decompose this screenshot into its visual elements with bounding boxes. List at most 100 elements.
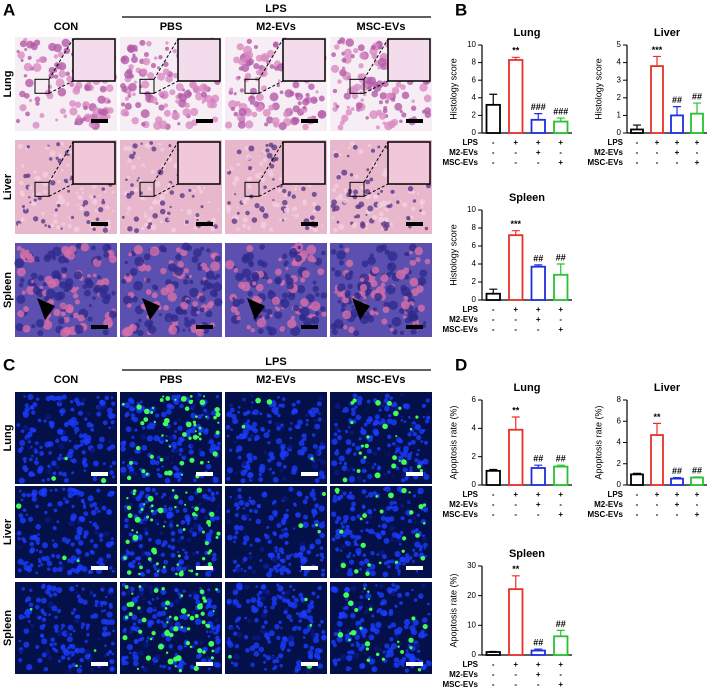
texture-dot <box>98 195 100 197</box>
green-dot <box>164 471 168 475</box>
texture-dot <box>337 658 340 661</box>
micrograph <box>15 392 117 484</box>
texture-dot <box>314 419 318 423</box>
bar <box>554 275 568 300</box>
texture-dot <box>233 560 237 564</box>
texture-dot <box>128 92 132 96</box>
texture-dot <box>265 534 270 539</box>
green-dot <box>122 403 125 406</box>
texture-dot <box>197 414 202 419</box>
texture-dot <box>86 633 89 636</box>
texture-dot <box>321 251 326 256</box>
y-tick-label: 8 <box>472 58 477 67</box>
texture-dot <box>56 225 60 229</box>
texture-dot <box>213 292 218 297</box>
texture-dot <box>235 472 237 474</box>
texture-dot <box>133 655 139 661</box>
texture-dot <box>103 531 109 537</box>
texture-dot <box>237 43 244 50</box>
texture-dot <box>404 420 407 423</box>
texture-dot <box>16 295 25 304</box>
green-dot <box>127 506 131 510</box>
texture-dot <box>216 491 219 494</box>
texture-dot <box>272 601 277 606</box>
green-dot <box>51 476 56 481</box>
texture-dot <box>254 509 258 513</box>
texture-dot <box>77 115 81 119</box>
texture-dot <box>278 653 283 658</box>
condition-mark: - <box>492 670 495 679</box>
green-dot <box>206 520 211 525</box>
texture-dot <box>286 614 291 619</box>
texture-dot <box>55 208 58 211</box>
texture-dot <box>364 652 367 655</box>
texture-dot <box>20 278 25 283</box>
inset <box>283 39 325 81</box>
texture-dot <box>353 452 356 455</box>
texture-dot <box>101 187 105 191</box>
texture-dot <box>62 537 67 542</box>
panel-label: A <box>3 0 15 19</box>
texture-dot <box>213 477 219 483</box>
condition-name: M2-EVs <box>594 500 623 509</box>
texture-dot <box>412 560 415 563</box>
green-dot <box>184 504 186 506</box>
green-dot <box>197 487 202 492</box>
significance: ** <box>653 412 661 422</box>
column-label: PBS <box>160 374 183 386</box>
texture-dot <box>107 244 111 248</box>
texture-dot <box>149 141 153 145</box>
texture-dot <box>96 217 100 221</box>
texture-dot <box>363 295 367 299</box>
texture-dot <box>125 261 128 264</box>
green-dot <box>304 598 307 601</box>
texture-dot <box>334 44 339 49</box>
texture-dot <box>358 149 363 154</box>
green-dot <box>136 531 138 533</box>
texture-dot <box>384 406 390 412</box>
texture-dot <box>47 464 50 467</box>
texture-dot <box>53 592 57 596</box>
texture-dot <box>50 223 54 227</box>
texture-dot <box>357 535 361 539</box>
texture-dot <box>57 429 63 435</box>
texture-dot <box>269 228 273 232</box>
texture-dot <box>47 478 50 481</box>
green-dot <box>195 430 197 432</box>
texture-dot <box>334 290 337 293</box>
texture-dot <box>140 572 145 577</box>
y-tick-label: 30 <box>467 561 476 570</box>
texture-dot <box>120 441 126 447</box>
texture-dot <box>57 180 60 183</box>
texture-dot <box>87 274 91 278</box>
texture-dot <box>34 460 39 465</box>
texture-dot <box>144 91 150 97</box>
texture-dot <box>20 41 27 48</box>
texture-dot <box>161 611 166 616</box>
texture-dot <box>124 524 128 528</box>
texture-dot <box>243 201 247 205</box>
texture-dot <box>151 224 157 230</box>
texture-dot <box>388 324 391 327</box>
texture-dot <box>52 270 61 279</box>
texture-dot <box>406 216 410 220</box>
texture-dot <box>409 556 413 560</box>
texture-dot <box>195 619 201 625</box>
condition-mark: + <box>536 138 541 147</box>
texture-dot <box>396 447 401 452</box>
texture-dot <box>57 501 63 507</box>
green-dot <box>409 510 414 515</box>
texture-dot <box>159 531 163 535</box>
texture-dot <box>82 187 84 189</box>
texture-dot <box>245 211 249 215</box>
green-dot <box>195 573 198 576</box>
texture-dot <box>174 430 177 433</box>
condition-mark: - <box>537 680 540 689</box>
texture-dot <box>248 291 253 296</box>
texture-dot <box>366 521 369 524</box>
texture-dot <box>109 470 114 475</box>
texture-dot <box>52 247 62 257</box>
y-tick-label: 10 <box>467 205 476 214</box>
texture-dot <box>229 449 232 452</box>
condition-mark: - <box>636 510 639 519</box>
